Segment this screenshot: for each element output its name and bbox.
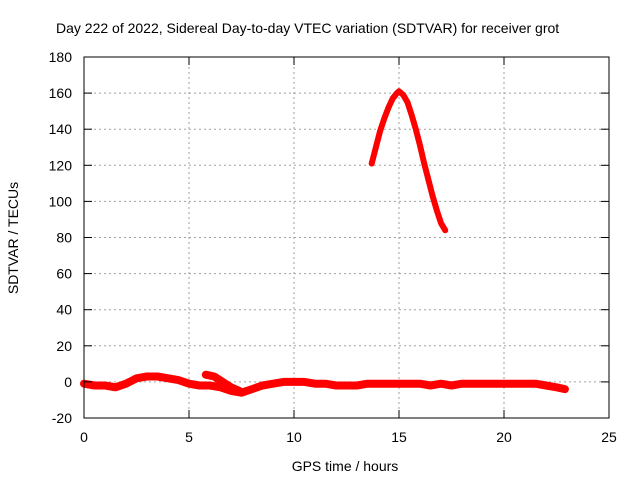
x-axis-tick-labels: 0 5 10 15 20 25: [80, 429, 617, 445]
x-tick-label: 5: [185, 429, 193, 445]
axis-ticks: [83, 56, 610, 419]
grid-lines: [84, 57, 609, 418]
x-tick-label: 0: [80, 429, 88, 445]
x-tick-label: 25: [601, 429, 617, 445]
x-axis-label: GPS time / hours: [292, 458, 399, 474]
chart-title: Day 222 of 2022, Sidereal Day-to-day VTE…: [56, 20, 559, 36]
y-tick-label: 120: [49, 157, 73, 173]
data-series-line: [80, 372, 569, 397]
x-tick-label: 15: [391, 429, 407, 445]
y-tick-label: 140: [49, 121, 73, 137]
x-tick-label: 20: [496, 429, 512, 445]
x-tick-label: 10: [286, 429, 302, 445]
y-axis-label: SDTVAR / TECUs: [5, 182, 21, 294]
y-tick-label: -20: [52, 410, 72, 426]
y-tick-label: 60: [56, 266, 72, 282]
data-series-group: [80, 88, 569, 397]
y-tick-label: 160: [49, 85, 73, 101]
y-tick-label: 180: [49, 49, 73, 65]
data-series-line: [201, 370, 244, 395]
y-tick-label: 80: [56, 230, 72, 246]
y-tick-label: 20: [56, 338, 72, 354]
y-tick-label: 100: [49, 193, 73, 209]
data-series-line: [368, 88, 449, 234]
y-tick-label: 0: [64, 374, 72, 390]
y-axis-tick-labels: -20 0 20 40 60 80 100 120 140 160 180: [49, 49, 73, 426]
y-tick-label: 40: [56, 302, 72, 318]
